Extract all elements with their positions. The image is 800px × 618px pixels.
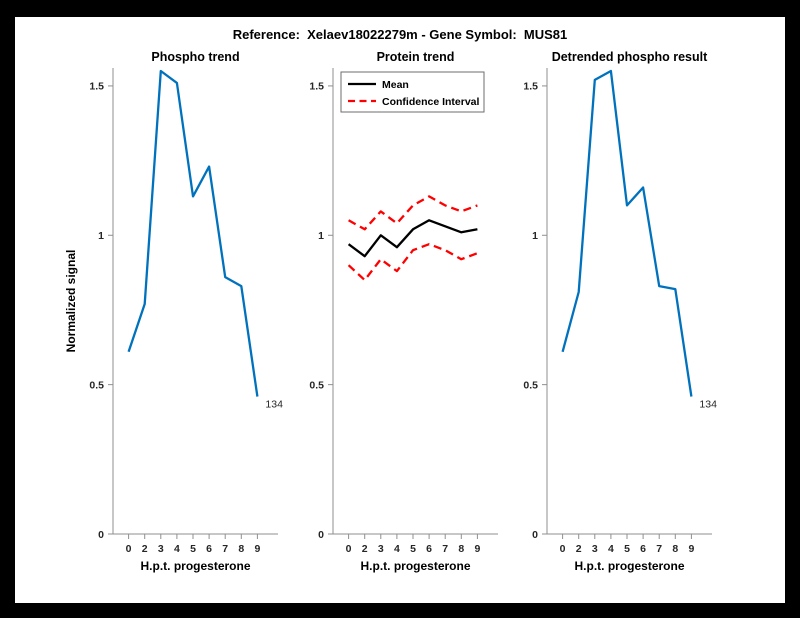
x-tick-label: 4 — [608, 543, 614, 555]
x-tick-label: 9 — [688, 543, 694, 555]
y-tick-label: 0 — [532, 529, 538, 541]
subplot-title: Protein trend — [377, 50, 455, 64]
y-tick-label: 1 — [98, 230, 104, 242]
x-tick-label: 5 — [624, 543, 630, 555]
y-tick-label: 0.5 — [523, 379, 538, 391]
x-axis-label: H.p.t. progesterone — [574, 559, 684, 573]
y-tick-label: 1.5 — [309, 81, 324, 93]
x-tick-label: 8 — [672, 543, 678, 555]
series-line-mean — [347, 219, 478, 258]
y-tick-label: 0.5 — [309, 379, 324, 391]
x-tick-label: 4 — [394, 543, 400, 555]
x-tick-label: 3 — [158, 543, 164, 555]
x-tick-label: 5 — [410, 543, 416, 555]
legend-box — [340, 71, 485, 113]
x-tick-label: 5 — [190, 543, 196, 555]
figure-title: Reference: Xelaev18022279m - Gene Symbol… — [232, 27, 568, 42]
matlab-figure-canvas: Reference: Xelaev18022279m - Gene Symbol… — [15, 17, 785, 603]
x-tick-label: 0 — [560, 543, 566, 555]
series-line-confidence-interval-lower — [347, 243, 478, 282]
x-tick-label: 4 — [174, 543, 180, 555]
x-tick-label: 7 — [656, 543, 662, 555]
y-tick-label: 1 — [318, 230, 324, 242]
x-tick-label: 7 — [222, 543, 228, 555]
series-line-phospho-signal — [127, 69, 259, 397]
x-tick-label: 2 — [576, 543, 582, 555]
y-tick-label: 0 — [98, 529, 104, 541]
x-tick-label: 9 — [254, 543, 260, 555]
y-tick-label: 0.5 — [89, 379, 104, 391]
x-tick-label: 6 — [426, 543, 432, 555]
x-tick-label: 0 — [346, 543, 352, 555]
x-tick-label: 8 — [238, 543, 244, 555]
y-tick-label: 1.5 — [523, 81, 538, 93]
x-tick-label: 2 — [362, 543, 368, 555]
x-axis-label: H.p.t. progesterone — [140, 559, 250, 573]
x-axis-label: H.p.t. progesterone — [360, 559, 470, 573]
y-tick-label: 1 — [532, 230, 538, 242]
x-tick-label: 3 — [592, 543, 598, 555]
subplot-title: Phospho trend — [151, 50, 239, 64]
y-tick-label: 1.5 — [89, 81, 104, 93]
endpoint-annotation: 134 — [265, 399, 283, 411]
legend-label: Confidence Interval — [382, 96, 480, 108]
x-tick-label: 3 — [378, 543, 384, 555]
series-line-detrended-phospho-signal — [561, 69, 693, 397]
x-tick-label: 6 — [206, 543, 212, 555]
subplot-title: Detrended phospho result — [552, 50, 708, 64]
endpoint-annotation: 134 — [699, 399, 717, 411]
x-tick-label: 8 — [458, 543, 464, 555]
x-tick-label: 2 — [142, 543, 148, 555]
x-tick-label: 0 — [126, 543, 132, 555]
y-tick-label: 0 — [318, 529, 324, 541]
legend-label: Mean — [382, 79, 409, 91]
x-tick-label: 6 — [640, 543, 646, 555]
y-axis-label: Normalized signal — [64, 250, 78, 353]
series-line-confidence-interval-upper — [348, 195, 478, 231]
x-tick-label: 7 — [442, 543, 448, 555]
x-tick-label: 9 — [474, 543, 480, 555]
